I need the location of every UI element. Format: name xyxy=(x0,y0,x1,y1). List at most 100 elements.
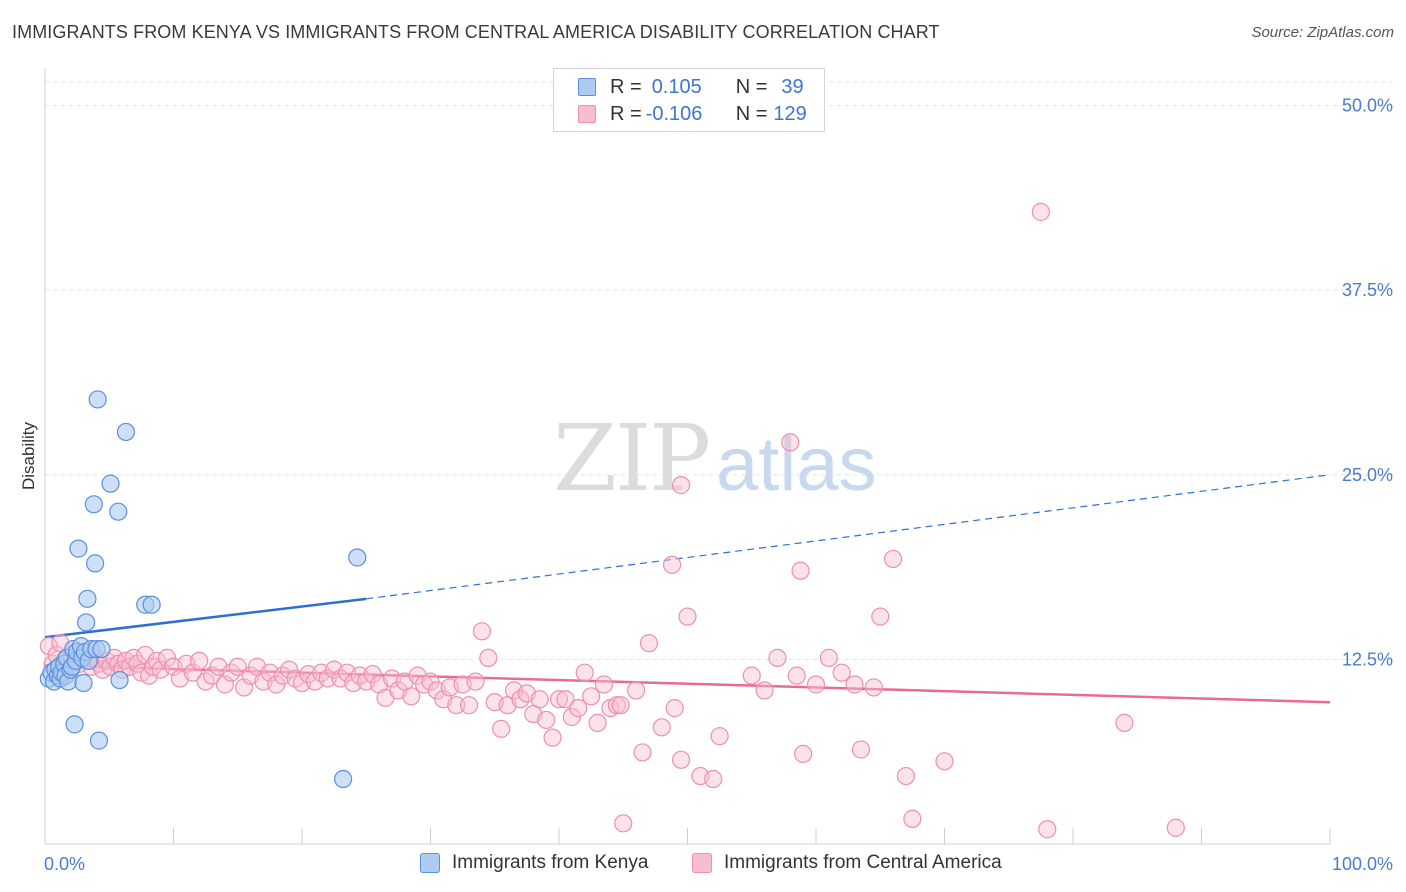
central-america-point xyxy=(530,690,549,709)
legend-n-value: 39 xyxy=(781,75,804,98)
legend-r-value: 0.105 xyxy=(651,75,702,98)
central-america-point xyxy=(819,648,838,668)
central-america-point xyxy=(594,675,614,694)
central-america-points xyxy=(39,202,1185,839)
central-america-point xyxy=(935,752,954,771)
central-america-point xyxy=(280,660,299,679)
series-label-kenya: Immigrants from Kenya xyxy=(452,852,649,873)
kenya-point xyxy=(86,554,105,573)
kenya-trend-line xyxy=(44,597,367,639)
central-america-point xyxy=(704,769,723,789)
central-america-point xyxy=(607,696,626,715)
central-america-point xyxy=(851,740,871,759)
central-america-point xyxy=(147,651,166,670)
central-america-point xyxy=(235,678,254,697)
central-america-point xyxy=(903,809,922,828)
central-america-point xyxy=(864,678,883,697)
central-america-point xyxy=(662,555,682,574)
legend-n-label: N = xyxy=(735,102,768,125)
central-america-point xyxy=(549,690,569,709)
kenya-point xyxy=(116,422,136,442)
central-america-point xyxy=(492,719,511,738)
central-america-point xyxy=(806,675,826,694)
central-america-point xyxy=(791,561,810,580)
central-america-point xyxy=(472,622,491,641)
series-swatch-central-america xyxy=(692,853,712,873)
kenya-point xyxy=(78,589,97,608)
kenya-point xyxy=(89,731,109,750)
central-america-point xyxy=(402,687,421,706)
central-america-point xyxy=(1031,202,1050,221)
central-america-point xyxy=(582,687,601,706)
central-america-point xyxy=(543,728,562,747)
central-america-point xyxy=(215,675,234,694)
kenya-point xyxy=(84,495,103,514)
legend-n-label: N = xyxy=(735,75,768,98)
legend-row-kenya: R = 0.105 N = 39 xyxy=(578,75,804,99)
y-tick-label: 50.0% xyxy=(1342,96,1393,116)
central-america-point xyxy=(883,549,903,569)
legend-swatch-central-america xyxy=(578,105,596,123)
source-label: Source: ZipAtlas.com xyxy=(1251,24,1394,41)
y-axis-label: Disability xyxy=(19,421,38,490)
central-america-point xyxy=(626,681,646,700)
series-label-central-america: Immigrants from Central America xyxy=(724,852,1002,873)
legend-r-label: R = xyxy=(610,102,642,125)
central-america-point xyxy=(710,727,729,746)
central-america-point xyxy=(671,476,691,495)
central-america-point xyxy=(537,710,556,730)
central-america-point xyxy=(633,743,652,762)
x-tick-label-max: 100.0% xyxy=(1332,854,1393,874)
tick-labels: 12.5% 25.0% 37.5% 50.0% 0.0% 100.0% xyxy=(44,96,1393,874)
central-america-point xyxy=(421,672,440,691)
watermark-zip: ZIP xyxy=(553,405,709,512)
central-america-point xyxy=(639,634,659,653)
central-america-point xyxy=(183,663,202,682)
central-america-point xyxy=(190,651,209,670)
central-america-point xyxy=(671,750,691,769)
gridlines xyxy=(45,81,1395,660)
kenya-point xyxy=(88,390,107,409)
trend-lines xyxy=(44,474,1331,704)
central-america-point xyxy=(781,433,800,452)
y-tick-label: 12.5% xyxy=(1342,649,1393,669)
y-tick-label: 25.0% xyxy=(1342,465,1393,485)
central-america-point xyxy=(202,666,222,685)
central-america-point xyxy=(1115,713,1134,732)
legend-row-central-america: R = -0.106 N = 129 xyxy=(578,102,807,126)
central-america-point xyxy=(363,665,382,684)
kenya-point xyxy=(334,769,353,789)
kenya-point xyxy=(109,502,128,521)
central-america-point xyxy=(447,696,466,715)
central-america-point xyxy=(1038,820,1057,839)
series-swatch-kenya xyxy=(420,853,440,873)
central-america-point xyxy=(742,666,761,685)
central-america-point xyxy=(768,648,787,668)
chart-title: IMMIGRANTS FROM KENYA VS IMMIGRANTS FROM… xyxy=(12,22,940,42)
central-america-point xyxy=(845,675,864,694)
series-legend: Immigrants from Kenya Immigrants from Ce… xyxy=(0,852,1406,878)
central-america-point xyxy=(556,690,575,709)
central-america-point xyxy=(832,663,851,682)
central-america-point xyxy=(267,675,286,694)
watermark: ZIP atlas xyxy=(553,405,877,512)
central-america-point xyxy=(228,657,247,676)
central-america-point xyxy=(614,814,633,833)
kenya-points xyxy=(39,390,367,789)
axes xyxy=(44,68,1331,845)
central-america-point xyxy=(896,766,916,786)
kenya-trend-extension xyxy=(366,474,1331,600)
legend-swatch-kenya xyxy=(578,78,596,96)
x-tick-label-min: 0.0% xyxy=(44,854,85,874)
central-america-point xyxy=(459,696,479,715)
central-america-point xyxy=(479,648,498,668)
kenya-point xyxy=(69,539,88,558)
central-america-trend-line xyxy=(44,664,1331,704)
central-america-point xyxy=(466,672,485,691)
central-america-point xyxy=(665,699,684,718)
kenya-point xyxy=(77,613,96,632)
legend-r-value: -0.106 xyxy=(645,102,703,125)
kenya-point xyxy=(142,595,161,614)
series-legend-central-america: Immigrants from Central America xyxy=(692,852,1002,874)
